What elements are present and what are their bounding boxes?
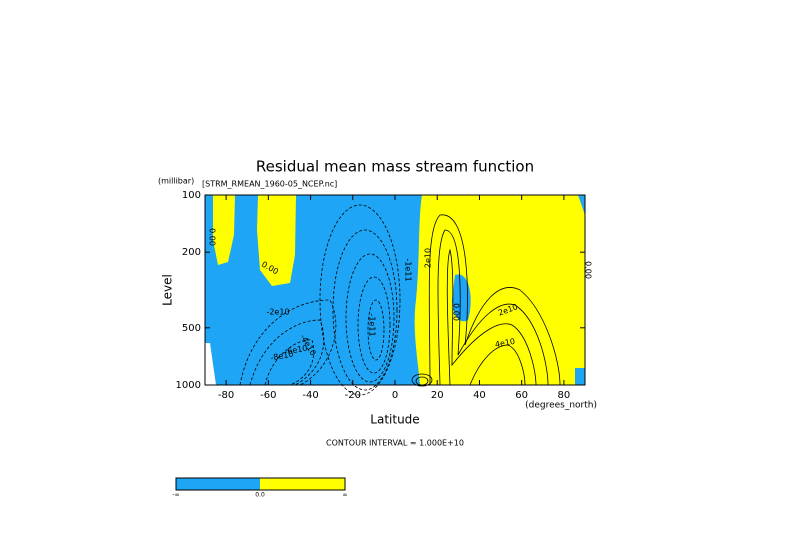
colorbar: -∞ 0.0 ∞ [172,477,348,499]
y-axis-label: Level [161,274,175,306]
y-tick-label: 200 [182,247,201,258]
x-unit: (degrees_north) [525,401,597,411]
x-tick-label: 20 [431,390,444,401]
chart-title: Residual mean mass stream function [256,158,534,176]
x-tick-label: -20 [345,390,361,401]
contour-label: -1e11 [404,258,413,281]
contour-label: -6e10 [284,344,308,357]
axes: -80 -60 -40 -20 0 20 40 60 80 100 200 500 1000 0.00 0.… [176,190,593,401]
colorbar-frame [175,477,346,491]
colorbar-negative [176,478,260,490]
x-tick-label: 0 [392,390,398,401]
positive-region [257,195,296,286]
blank-region [205,343,216,385]
y-tick-label: 500 [182,323,201,334]
colorbar-label: -∞ [172,492,179,499]
negative-region [452,274,471,322]
contour-label: 0.00 [452,303,461,321]
dataset: [STRM_RMEAN_1960-05_NCEP.nc] [202,180,337,189]
contour-label: 2e10 [424,248,433,268]
contour-label: -8e10 [270,350,294,363]
x-tick-label: -60 [260,390,276,401]
y-tick-label: 100 [182,190,201,201]
contour-label: 0.00 [584,261,593,279]
y-tick-label: 1000 [176,380,201,391]
x-tick-label: -40 [302,390,318,401]
colorbar-label: ∞ [343,492,348,499]
positive-region [213,195,235,265]
colorbar-label: 0.0 [255,492,265,499]
contour-label: -2e10 [266,308,289,317]
contour-label: 4e10 [494,337,515,349]
contour-interval: CONTOUR INTERVAL = 1.000E+10 [326,439,464,448]
x-tick-label: 60 [515,390,528,401]
x-tick-label: -80 [218,390,234,401]
contours [239,204,561,396]
x-tick-label: 40 [473,390,486,401]
contour-label: -1e11 [368,313,377,336]
y-unit: (millibar) [158,177,194,186]
contour-label: 0.00 [208,228,217,246]
x-tick-label: 80 [558,390,571,401]
colorbar-positive [260,478,345,490]
x-axis-label: Latitude [370,413,419,427]
